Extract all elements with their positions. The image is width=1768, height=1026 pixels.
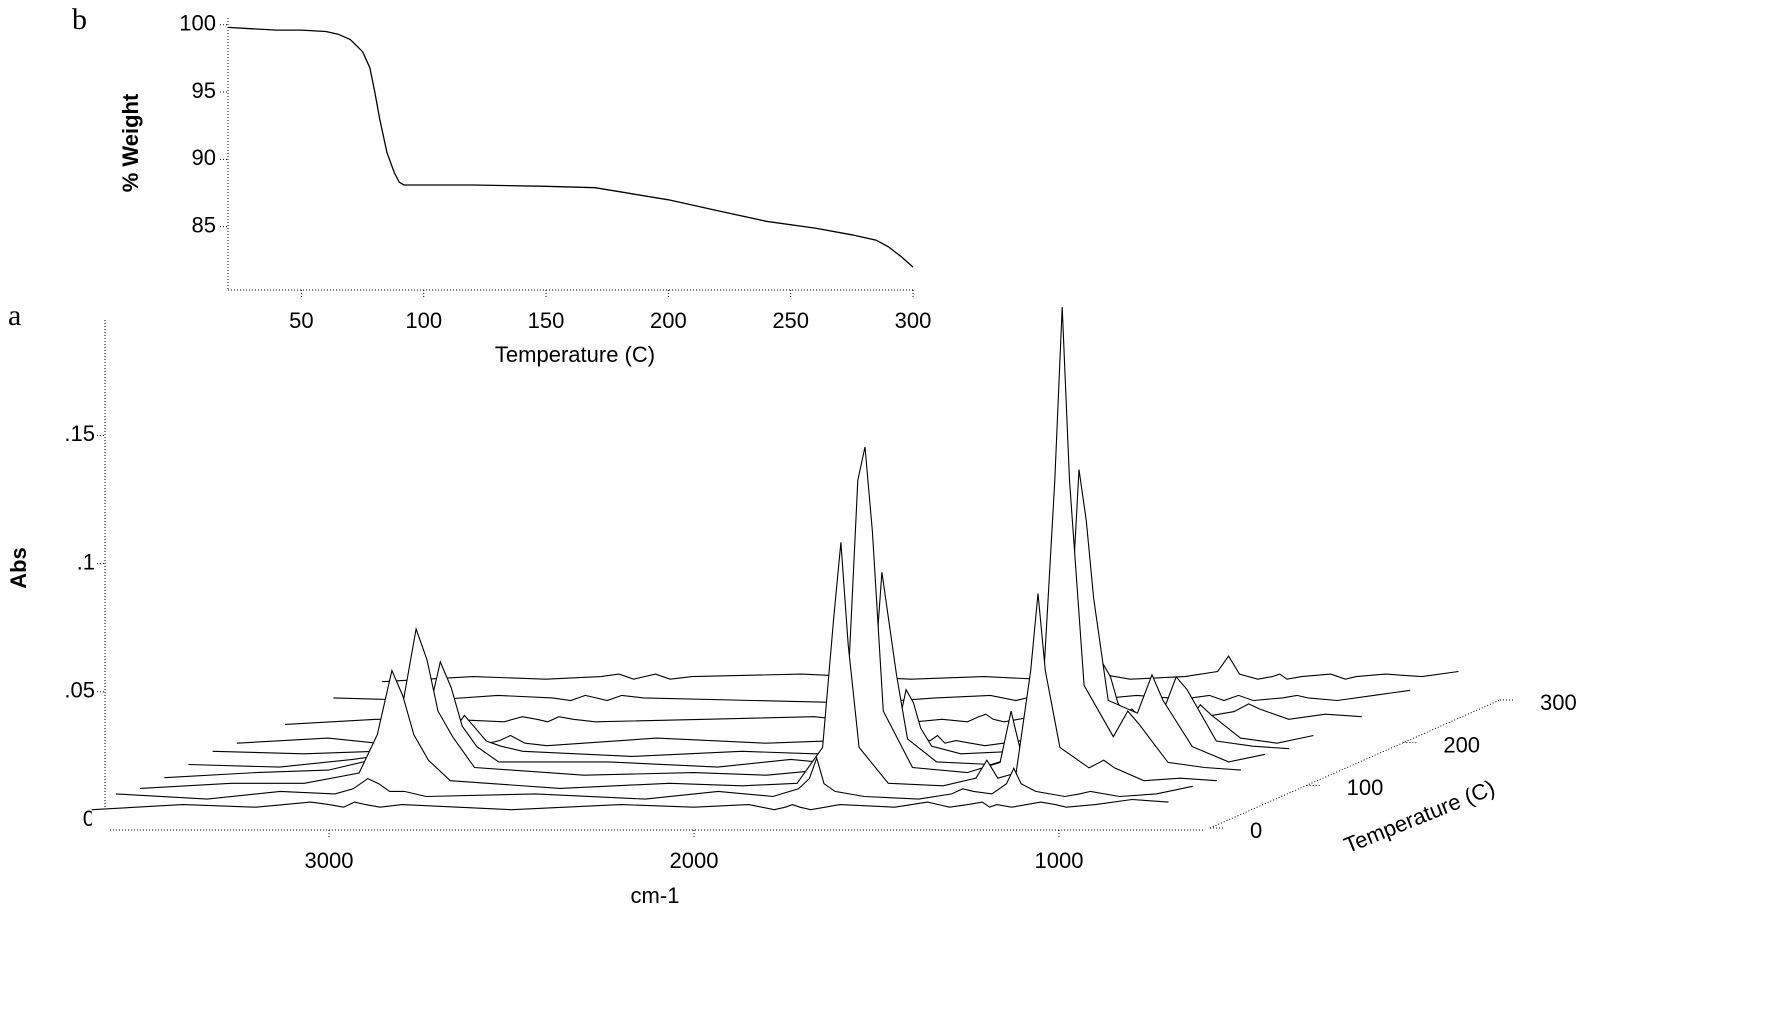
data-line xyxy=(227,26,914,268)
y-axis-title: % Weight xyxy=(118,93,143,192)
spectrum-trace xyxy=(91,798,1169,811)
z-axis xyxy=(1209,699,1501,829)
trace-fill xyxy=(115,758,1193,816)
y-axis-title: Abs xyxy=(6,547,31,589)
x-tick-label: 2000 xyxy=(670,848,719,873)
spectrum-trace xyxy=(381,655,1459,683)
x-tick-label: 1000 xyxy=(1035,848,1084,873)
x-tick-label: 3000 xyxy=(305,848,354,873)
x-tick-label: 300 xyxy=(895,308,932,333)
trace-fill xyxy=(212,664,1290,773)
spectrum-trace xyxy=(164,307,1242,779)
x-tick-label: 50 xyxy=(289,308,313,333)
spectrum-trace xyxy=(285,703,1362,725)
y-tick-label: .05 xyxy=(64,678,95,703)
panel-label: b xyxy=(72,3,87,36)
y-tick-label: 90 xyxy=(192,145,216,170)
spectrum-trace xyxy=(115,756,1193,800)
x-tick-label: 200 xyxy=(650,308,687,333)
trace-fill xyxy=(140,542,1217,805)
y-tick-label: 100 xyxy=(179,11,216,36)
x-tick-label: 250 xyxy=(772,308,809,333)
x-axis-title: Temperature (C) xyxy=(495,342,655,367)
y-tick-label: .15 xyxy=(64,421,95,446)
x-tick-label: 100 xyxy=(405,308,442,333)
y-tick-label: .1 xyxy=(77,549,95,574)
z-tick-label: 0 xyxy=(1250,818,1262,843)
trace-fill xyxy=(381,656,1459,698)
x-axis-title: cm-1 xyxy=(631,883,680,908)
spectrum-trace xyxy=(188,469,1266,768)
trace-fill xyxy=(164,307,1241,794)
z-tick-label: 300 xyxy=(1540,690,1577,715)
x-tick-label: 150 xyxy=(528,308,565,333)
trace-fill xyxy=(91,799,1169,826)
z-tick-label: 200 xyxy=(1443,732,1480,757)
panel-label: a xyxy=(8,299,21,332)
spectrum-trace xyxy=(140,542,1217,789)
y-tick-label: 85 xyxy=(192,213,216,238)
z-tick-label: 100 xyxy=(1347,775,1384,800)
y-tick-label: 95 xyxy=(192,78,216,103)
